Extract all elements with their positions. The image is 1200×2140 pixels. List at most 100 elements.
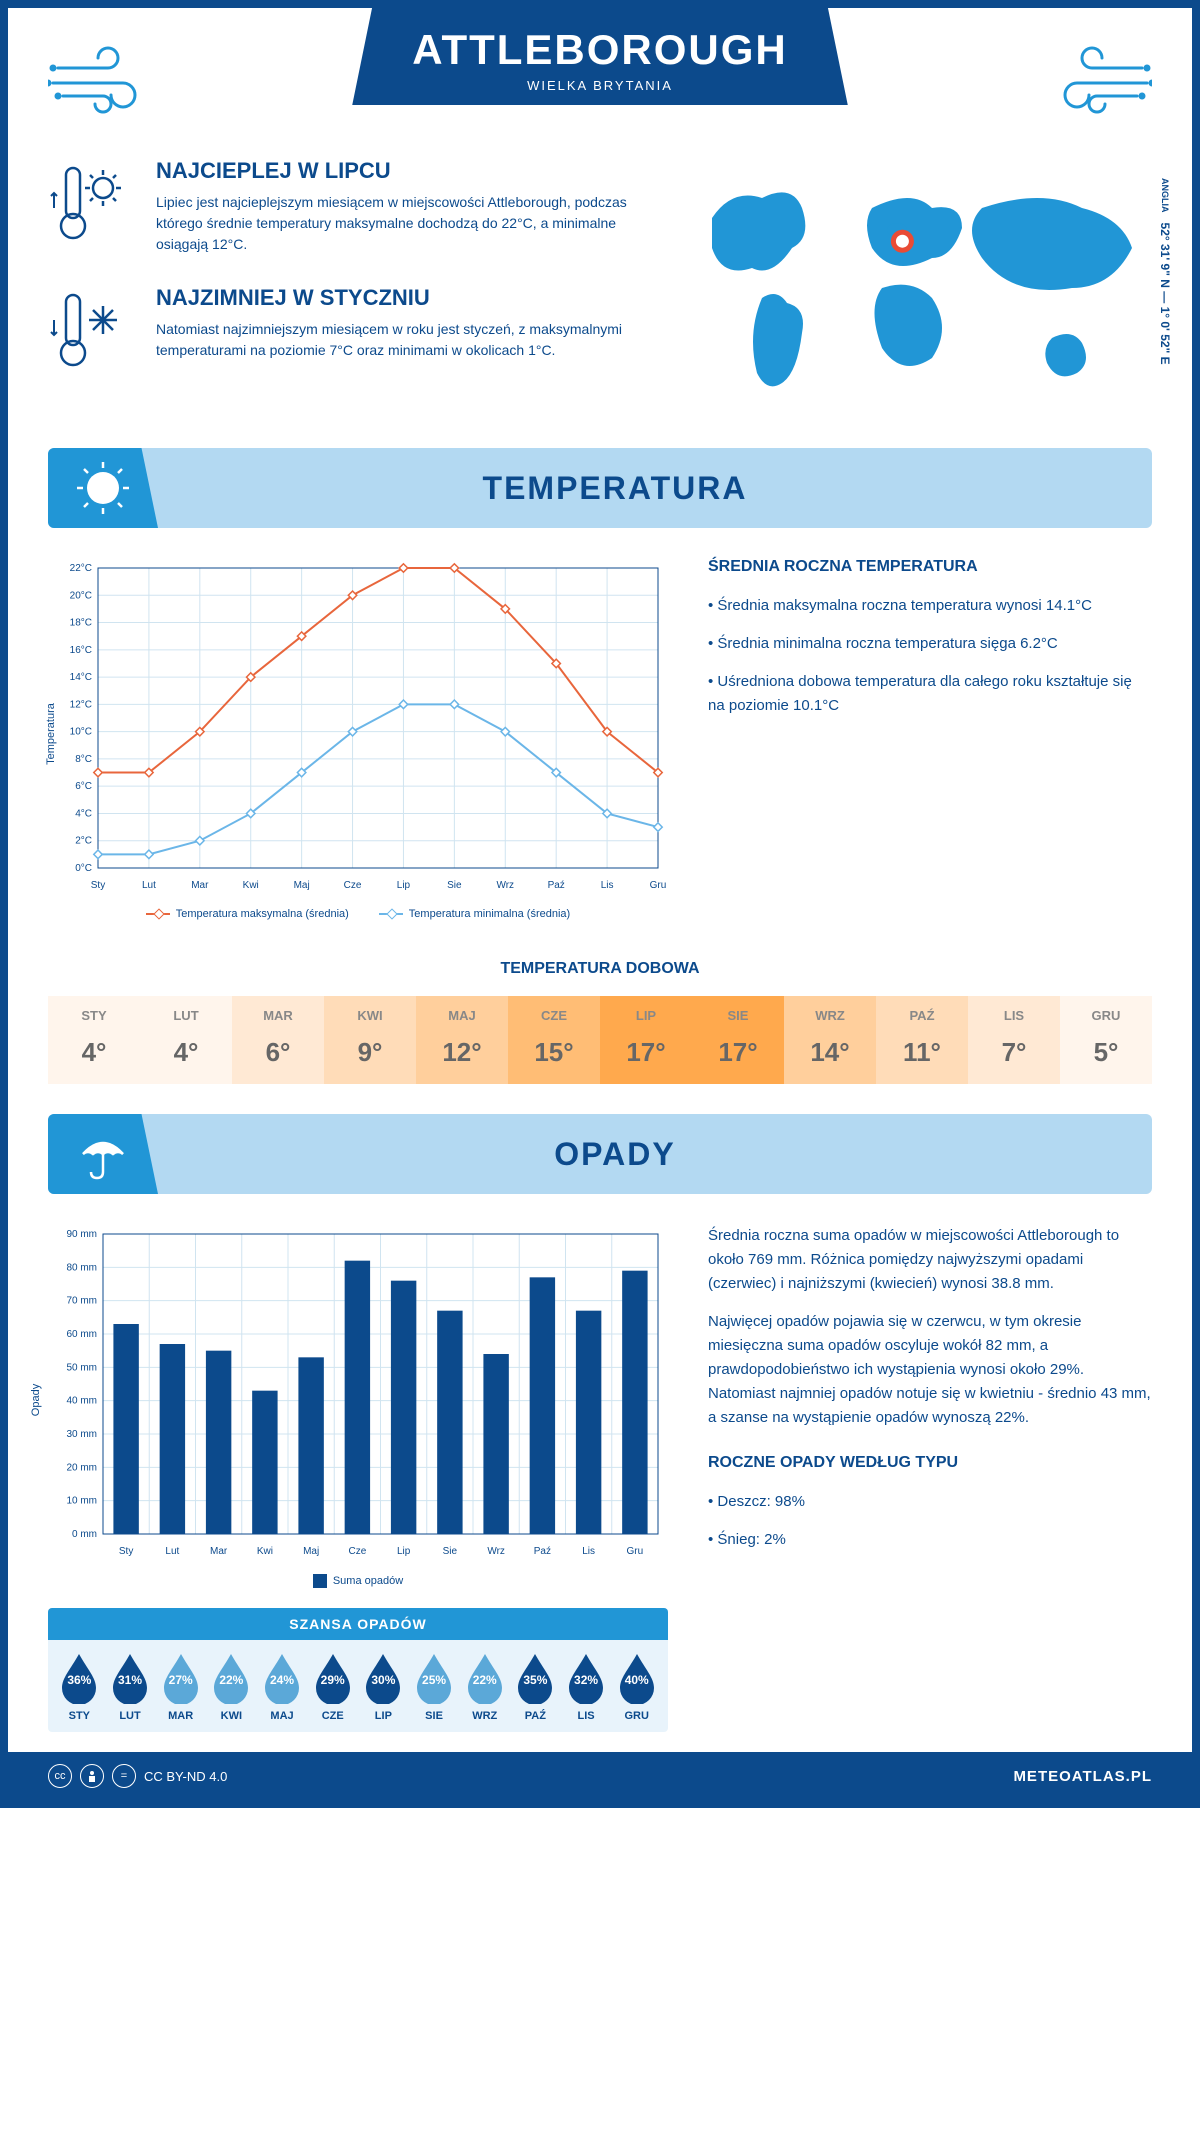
raindrop-icon: 35% — [514, 1652, 556, 1704]
legend-item: .legend-swatch[style*='#6bb6e8']::after{… — [379, 908, 570, 920]
chance-cell: 24%MAJ — [257, 1652, 308, 1722]
raindrop-icon: 36% — [58, 1652, 100, 1704]
svg-text:Wrz: Wrz — [487, 1546, 505, 1557]
chance-cell: 30%LIP — [358, 1652, 409, 1722]
daily-temp-cell: SIE17° — [692, 996, 784, 1084]
svg-text:70 mm: 70 mm — [66, 1296, 97, 1307]
precipitation-bar-chart: Opady 0 mm10 mm20 mm30 mm40 mm50 mm60 mm… — [48, 1224, 668, 1564]
annual-temp-title: ŚREDNIA ROCZNA TEMPERATURA — [708, 558, 1152, 576]
info-title: NAJZIMNIEJ W STYCZNIU — [156, 285, 642, 311]
precipitation-title: OPADY — [78, 1136, 1152, 1173]
svg-text:40 mm: 40 mm — [66, 1396, 97, 1407]
page-subtitle: WIELKA BRYTANIA — [412, 78, 788, 93]
svg-text:Wrz: Wrz — [496, 880, 514, 891]
precipitation-legend: Suma opadów — [48, 1574, 668, 1588]
precipitation-section-header: OPADY — [48, 1114, 1152, 1194]
svg-text:Sie: Sie — [443, 1546, 458, 1557]
svg-text:8°C: 8°C — [75, 754, 92, 765]
temperature-line-chart: Temperatura 0°C2°C4°C6°C8°C10°C12°C14°C1… — [48, 558, 668, 898]
svg-text:2°C: 2°C — [75, 836, 92, 847]
site-name: METEOATLAS.PL — [1013, 1768, 1152, 1785]
page-title: ATTLEBOROUGH — [412, 26, 788, 74]
svg-text:Sty: Sty — [119, 1546, 133, 1557]
temperature-section-header: TEMPERATURA — [48, 448, 1152, 528]
info-title: NAJCIEPLEJ W LIPCU — [156, 158, 642, 184]
svg-text:Gru: Gru — [627, 1546, 644, 1557]
raindrop-icon: 22% — [464, 1652, 506, 1704]
chance-title: SZANSA OPADÓW — [48, 1608, 668, 1640]
world-map — [672, 158, 1152, 418]
by-icon — [80, 1764, 104, 1788]
info-text: Lipiec jest najcieplejszym miesiącem w m… — [156, 192, 642, 255]
svg-text:10 mm: 10 mm — [66, 1496, 97, 1507]
raindrop-icon: 27% — [160, 1652, 202, 1704]
type-bullet: Deszcz: 98% — [708, 1490, 1152, 1514]
chance-cell: 25%SIE — [409, 1652, 460, 1722]
raindrop-icon: 22% — [210, 1652, 252, 1704]
legend-item: .legend-swatch[style*='#e8663c']::after{… — [146, 908, 349, 920]
svg-text:Lip: Lip — [397, 880, 411, 891]
daily-temp-cell: MAJ12° — [416, 996, 508, 1084]
chance-cell: 22%WRZ — [459, 1652, 510, 1722]
daily-temp-cell: LIS7° — [968, 996, 1060, 1084]
svg-text:20 mm: 20 mm — [66, 1462, 97, 1473]
chance-cell: 36%STY — [54, 1652, 105, 1722]
license-text: CC BY-ND 4.0 — [144, 1769, 227, 1784]
thermometer-icon — [48, 158, 138, 248]
daily-temp-cell: PAŹ11° — [876, 996, 968, 1084]
chance-cell: 27%MAR — [155, 1652, 206, 1722]
info-section: NAJCIEPLEJ W LIPCU Lipiec jest najcieple… — [8, 138, 1192, 448]
temp-bullet: Uśredniona dobowa temperatura dla całego… — [708, 670, 1152, 718]
chance-cell: 40%GRU — [611, 1652, 662, 1722]
svg-text:0°C: 0°C — [75, 863, 92, 874]
raindrop-icon: 24% — [261, 1652, 303, 1704]
info-block: NAJCIEPLEJ W LIPCU Lipiec jest najcieple… — [48, 158, 642, 255]
svg-text:Paź: Paź — [548, 880, 565, 891]
sun-icon — [48, 448, 158, 528]
daily-temp-cell: LUT4° — [140, 996, 232, 1084]
chance-cell: 32%LIS — [561, 1652, 612, 1722]
coordinates: ANGLIA 52° 31' 9" N — 1° 0' 52" E — [1158, 178, 1172, 365]
raindrop-icon: 29% — [312, 1652, 354, 1704]
footer: cc = CC BY-ND 4.0 METEOATLAS.PL — [8, 1752, 1192, 1800]
svg-text:20°C: 20°C — [70, 590, 92, 601]
svg-text:Lut: Lut — [142, 880, 156, 891]
svg-text:Lut: Lut — [165, 1546, 179, 1557]
svg-text:90 mm: 90 mm — [66, 1229, 97, 1240]
title-banner: ATTLEBOROUGH WIELKA BRYTANIA — [352, 8, 848, 105]
header: ATTLEBOROUGH WIELKA BRYTANIA — [8, 8, 1192, 138]
svg-text:10°C: 10°C — [70, 727, 92, 738]
chance-cell: 29%CZE — [307, 1652, 358, 1722]
svg-text:Sty: Sty — [91, 880, 105, 891]
svg-text:Cze: Cze — [348, 1546, 366, 1557]
type-bullet: Śnieg: 2% — [708, 1528, 1152, 1552]
svg-text:Kwi: Kwi — [243, 880, 259, 891]
daily-temp-cell: GRU5° — [1060, 996, 1152, 1084]
svg-text:50 mm: 50 mm — [66, 1362, 97, 1373]
svg-text:12°C: 12°C — [70, 699, 92, 710]
svg-text:Mar: Mar — [191, 880, 209, 891]
svg-text:14°C: 14°C — [70, 672, 92, 683]
temp-bullet: Średnia maksymalna roczna temperatura wy… — [708, 594, 1152, 618]
chance-row: 36%STY 31%LUT 27%MAR 22%KWI 24%MAJ 29%CZ… — [48, 1640, 668, 1732]
svg-text:Maj: Maj — [303, 1546, 319, 1557]
temperature-legend: .legend-swatch[style*='#e8663c']::after{… — [48, 908, 668, 920]
raindrop-icon: 25% — [413, 1652, 455, 1704]
info-block: NAJZIMNIEJ W STYCZNIU Natomiast najzimni… — [48, 285, 642, 375]
cc-icon: cc — [48, 1764, 72, 1788]
svg-text:4°C: 4°C — [75, 808, 92, 819]
svg-text:Lip: Lip — [397, 1546, 411, 1557]
svg-text:6°C: 6°C — [75, 781, 92, 792]
info-text: Natomiast najzimniejszym miesiącem w rok… — [156, 319, 642, 361]
thermometer-icon — [48, 285, 138, 375]
svg-text:18°C: 18°C — [70, 618, 92, 629]
umbrella-icon — [48, 1114, 158, 1194]
wind-icon-right — [1032, 38, 1152, 118]
svg-text:Cze: Cze — [344, 880, 362, 891]
svg-text:0 mm: 0 mm — [72, 1529, 97, 1540]
precip-paragraph: Najwięcej opadów pojawia się w czerwcu, … — [708, 1310, 1152, 1430]
daily-temp-cell: KWI9° — [324, 996, 416, 1084]
svg-text:80 mm: 80 mm — [66, 1262, 97, 1273]
daily-temp-table: STY4°LUT4°MAR6°KWI9°MAJ12°CZE15°LIP17°SI… — [48, 996, 1152, 1084]
temperature-title: TEMPERATURA — [78, 470, 1152, 507]
